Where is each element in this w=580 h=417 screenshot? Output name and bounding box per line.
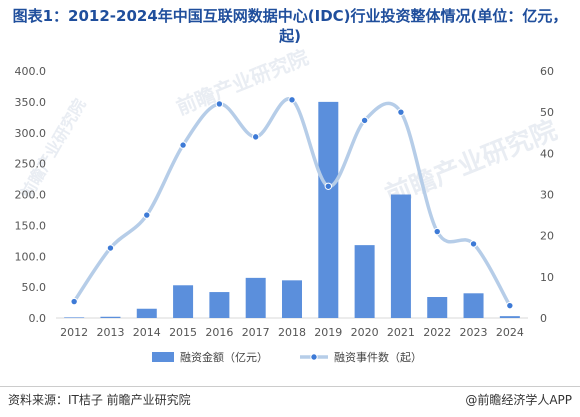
bar-series xyxy=(64,101,520,318)
footer-divider xyxy=(0,386,580,387)
x-axis-tick-label: 2023 xyxy=(460,326,488,339)
x-axis-tick-label: 2020 xyxy=(351,326,379,339)
bar xyxy=(173,285,194,318)
watermark-text: 前瞻产业研究院 xyxy=(17,95,89,202)
legend-marker-line xyxy=(310,353,318,361)
legend-label-line: 融资事件数（起） xyxy=(334,351,422,364)
x-axis-tick-label: 2018 xyxy=(278,326,306,339)
line-series xyxy=(70,96,514,310)
line-point xyxy=(324,182,333,190)
left-axis-tick-label: 200.0 xyxy=(15,189,47,202)
line-point xyxy=(360,116,369,125)
left-axis-tick-label: 300.0 xyxy=(15,127,47,140)
bar xyxy=(64,317,85,318)
bar xyxy=(100,316,121,318)
x-axis-tick-label: 2017 xyxy=(242,326,270,339)
bar xyxy=(209,292,230,318)
bar xyxy=(136,308,157,318)
left-axis-tick-label: 350.0 xyxy=(15,96,47,109)
right-axis-tick-label: 20 xyxy=(540,230,554,243)
left-axis-tick-label: 100.0 xyxy=(15,250,47,263)
axes: 0.050.0100.0150.0200.0250.0300.0350.0400… xyxy=(15,65,555,339)
left-axis-tick-label: 0.0 xyxy=(29,312,47,325)
brand-credit: @前瞻经济学人APP xyxy=(465,393,572,407)
right-axis-tick-label: 50 xyxy=(540,106,554,119)
x-axis-tick-label: 2024 xyxy=(496,326,524,339)
line-point xyxy=(433,227,441,236)
line-point xyxy=(179,141,187,149)
right-axis-tick-label: 0 xyxy=(540,312,547,325)
x-axis-tick-label: 2012 xyxy=(60,326,88,339)
x-axis-tick-label: 2021 xyxy=(387,326,415,339)
bar xyxy=(390,194,411,318)
left-axis-tick-label: 400.0 xyxy=(15,65,47,78)
x-axis-tick-label: 2015 xyxy=(169,326,197,339)
watermark-text: 前瞻产业研究院 xyxy=(173,45,312,120)
bar xyxy=(318,101,339,318)
line-point xyxy=(288,96,296,104)
line-point xyxy=(506,301,514,310)
bar xyxy=(354,245,375,318)
line-point xyxy=(251,133,260,141)
line-point xyxy=(106,244,115,252)
legend-swatch-bar xyxy=(152,352,174,362)
x-axis-tick-label: 2014 xyxy=(133,326,161,339)
legend-label-bar: 融资金额（亿元） xyxy=(180,350,268,364)
line-point xyxy=(469,240,478,248)
bar xyxy=(427,297,448,318)
line-point xyxy=(70,297,78,306)
x-axis-tick-label: 2019 xyxy=(314,326,342,339)
x-axis-tick-label: 2022 xyxy=(423,326,451,339)
chart-title: 图表1：2012-2024年中国互联网数据中心(IDC)行业投资整体情况(单位：… xyxy=(12,7,568,45)
left-axis-tick-label: 250.0 xyxy=(15,158,47,171)
line-point xyxy=(215,100,224,108)
bar xyxy=(282,280,302,318)
x-axis-tick-label: 2016 xyxy=(205,326,233,339)
left-axis-tick-label: 50.0 xyxy=(22,281,47,294)
line-point xyxy=(397,108,405,116)
right-axis-tick-label: 40 xyxy=(540,147,554,160)
x-axis-tick-label: 2013 xyxy=(96,326,124,339)
bar xyxy=(463,293,484,318)
right-axis-tick-label: 10 xyxy=(540,271,554,284)
series-line xyxy=(72,97,512,308)
right-axis-tick-label: 60 xyxy=(540,65,554,78)
legend: 融资金额（亿元） 融资事件数（起） xyxy=(152,350,422,364)
bar xyxy=(499,316,520,318)
line-point xyxy=(143,211,151,219)
bar xyxy=(245,277,266,318)
left-axis-tick-label: 150.0 xyxy=(15,219,47,232)
source-note: 资料来源：IT桔子 前瞻产业研究院 xyxy=(8,393,191,407)
right-axis-tick-label: 30 xyxy=(540,189,554,202)
